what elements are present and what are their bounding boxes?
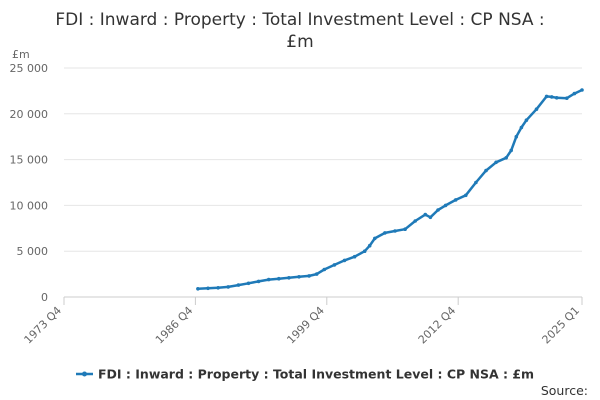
- data-point[interactable]: [256, 279, 261, 284]
- x-tick-label: 2025 Q1: [540, 304, 583, 347]
- data-point[interactable]: [428, 215, 433, 220]
- x-tick-label: 1973 Q4: [22, 304, 65, 347]
- source-label: Source:: [541, 383, 588, 398]
- data-point[interactable]: [216, 286, 220, 290]
- chart-title-line-2: £m: [286, 32, 313, 52]
- data-point[interactable]: [519, 125, 524, 130]
- data-point[interactable]: [383, 231, 387, 235]
- data-point[interactable]: [436, 208, 440, 212]
- data-point[interactable]: [484, 168, 488, 173]
- data-point[interactable]: [423, 212, 428, 217]
- data-point[interactable]: [246, 281, 251, 286]
- data-point[interactable]: [514, 134, 519, 139]
- series-group: [196, 88, 584, 291]
- series-line: [196, 88, 584, 291]
- y-axis-ticks: 0 5 000 10 000 15 000 20 000 25 000: [10, 62, 49, 304]
- data-point[interactable]: [307, 274, 311, 278]
- data-point[interactable]: [367, 243, 372, 248]
- data-point[interactable]: [206, 286, 210, 291]
- data-point[interactable]: [524, 118, 529, 122]
- data-point[interactable]: [236, 283, 241, 287]
- data-point[interactable]: [565, 96, 569, 100]
- x-tick-label: 2012 Q4: [416, 304, 459, 347]
- x-tick-label: 1999 Q4: [284, 304, 327, 347]
- data-point[interactable]: [352, 254, 357, 259]
- data-point[interactable]: [342, 258, 347, 263]
- data-point[interactable]: [534, 107, 539, 111]
- data-point[interactable]: [504, 156, 509, 160]
- y-axis-unit-label: £m: [12, 48, 30, 61]
- data-point[interactable]: [572, 91, 577, 96]
- legend[interactable]: FDI : Inward : Property : Total Investme…: [76, 367, 534, 382]
- y-tick-label: 0: [41, 291, 48, 304]
- data-point[interactable]: [464, 193, 468, 198]
- gridlines: [64, 67, 582, 252]
- data-point[interactable]: [474, 180, 478, 185]
- y-tick-label: 20 000: [10, 108, 49, 121]
- chart-title-line-1: FDI : Inward : Property : Total Investme…: [55, 10, 544, 30]
- data-point[interactable]: [266, 277, 271, 282]
- data-point[interactable]: [196, 287, 200, 291]
- data-point[interactable]: [314, 272, 319, 276]
- data-point[interactable]: [287, 276, 291, 280]
- data-point[interactable]: [403, 227, 407, 231]
- data-point[interactable]: [494, 160, 498, 165]
- data-point[interactable]: [332, 263, 337, 267]
- data-point[interactable]: [413, 219, 418, 223]
- x-tick-label: 1986 Q4: [153, 304, 196, 347]
- y-tick-label: 15 000: [10, 154, 49, 167]
- data-point[interactable]: [226, 285, 230, 289]
- y-tick-label: 25 000: [10, 62, 49, 75]
- data-point[interactable]: [393, 229, 397, 233]
- data-point[interactable]: [297, 275, 301, 279]
- data-point[interactable]: [580, 88, 584, 92]
- x-axis-ticks: 1973 Q4 1986 Q4 1999 Q4 2012 Q4 2025 Q1: [22, 297, 583, 346]
- data-point[interactable]: [544, 94, 549, 99]
- data-point[interactable]: [277, 276, 281, 281]
- legend-label: FDI : Inward : Property : Total Investme…: [98, 367, 534, 382]
- data-point[interactable]: [453, 198, 458, 202]
- data-point[interactable]: [509, 148, 513, 153]
- data-point[interactable]: [549, 95, 554, 99]
- data-point[interactable]: [373, 236, 377, 241]
- y-tick-label: 10 000: [10, 199, 49, 212]
- data-point[interactable]: [322, 267, 327, 272]
- data-point[interactable]: [362, 249, 367, 253]
- y-tick-label: 5 000: [17, 245, 49, 258]
- data-point[interactable]: [554, 96, 559, 100]
- legend-dot-marker: [82, 371, 87, 377]
- data-point[interactable]: [443, 203, 448, 208]
